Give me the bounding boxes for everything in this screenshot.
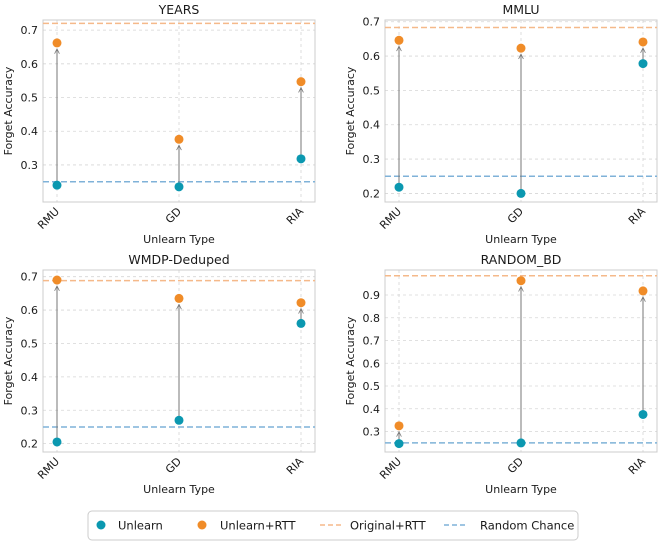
wmdp-deduped-point-unlearn-rtt-rmu [52,275,62,285]
years-xlabel: Unlearn Type [143,233,215,246]
wmdp-deduped-xtick-rmu: RMU [35,455,62,482]
mmlu-point-unlearn-rtt-ria [638,37,648,47]
random-bd-point-unlearn-rmu [394,439,404,449]
mmlu-point-unlearn-rtt-gd [516,43,526,53]
random-bd-point-unlearn-ria [638,409,648,419]
wmdp-deduped-ytick-label: 0.6 [21,304,39,317]
random-bd-ytick-label: 0.9 [363,289,381,302]
random-bd-ytick-label: 0.3 [363,426,381,439]
wmdp-deduped-point-unlearn-rmu [52,437,62,447]
years-ytick-label: 0.4 [21,125,39,138]
panel-random-bd: 0.3 0.4 0.5 0.6 0.7 0.8 0.9 RMU GD RIA RANDOM_BD Un… [344,252,658,496]
mmlu-xlabel: Unlearn Type [485,233,557,246]
panels: 0.3 0.4 0.5 0.6 0.7 RMU GD RIA YEARS Unlearn Type… [2,2,658,496]
years-title: YEARS [158,2,200,17]
random-bd-ylabel: Forget Accuracy [344,316,357,405]
mmlu-point-unlearn-rtt-rmu [394,35,404,45]
legend-unlearn-label: Unlearn [118,519,163,533]
years-ytick-label: 0.6 [21,58,39,71]
panel-mmlu: 0.2 0.3 0.4 0.5 0.6 0.7 RMU GD RIA MMLU Unlearn Ty… [344,2,658,246]
wmdp-deduped-point-unlearn-ria [296,318,306,328]
random-bd-ytick-label: 0.8 [363,312,381,325]
wmdp-deduped-ytick-label: 0.5 [21,337,39,350]
mmlu-ytick-label: 0.7 [363,16,381,29]
years-ytick-label: 0.7 [21,24,39,37]
mmlu-xtick-rmu: RMU [377,205,404,232]
wmdp-deduped-ytick-label: 0.3 [21,404,39,417]
random-bd-title: RANDOM_BD [481,252,562,267]
random-bd-point-unlearn-gd [516,438,526,448]
mmlu-ytick-label: 0.2 [363,187,381,200]
wmdp-deduped-title: WMDP-Deduped [128,252,229,267]
mmlu-point-unlearn-rmu [394,182,404,192]
random-bd-point-unlearn-rtt-rmu [394,421,404,431]
legend: Unlearn Unlearn+RTT Original+RTT Random … [87,510,579,541]
random-bd-xtick-rmu: RMU [377,455,404,482]
years-point-unlearn-rtt-rmu [52,38,62,48]
years-ytick-label: 0.5 [21,92,39,105]
wmdp-deduped-point-unlearn-rtt-ria [296,298,306,308]
mmlu-ylabel: Forget Accuracy [344,66,357,155]
years-point-unlearn-rmu [52,180,62,190]
random-bd-ytick-label: 0.6 [363,357,381,370]
mmlu-point-unlearn-gd [516,188,526,198]
wmdp-deduped-ytick-label: 0.4 [21,371,39,384]
years-xtick-rmu: RMU [35,205,62,232]
panel-wmdp-deduped: 0.2 0.3 0.4 0.5 0.6 0.7 RMU GD RIA WMDP-Deduped Un… [2,252,316,496]
random-bd-ytick-label: 0.5 [363,380,381,393]
legend-unlearn-rtt-marker [197,520,207,530]
years-ylabel: Forget Accuracy [2,66,15,155]
random-bd-point-unlearn-rtt-ria [638,286,648,296]
wmdp-deduped-xlabel: Unlearn Type [143,483,215,496]
years-point-unlearn-rtt-gd [174,134,184,144]
years-ytick-label: 0.3 [21,159,39,172]
mmlu-point-unlearn-ria [638,59,648,69]
legend-original-rtt-label: Original+RTT [350,519,427,533]
wmdp-deduped-point-unlearn-gd [174,415,184,425]
mmlu-axes-frame [384,19,658,203]
mmlu-ytick-label: 0.5 [363,84,381,97]
random-bd-axes-frame [384,269,658,453]
random-bd-xlabel: Unlearn Type [485,483,557,496]
wmdp-deduped-axes-frame [42,269,316,453]
mmlu-xtick-ria: RIA [626,205,649,228]
panel-years: 0.3 0.4 0.5 0.6 0.7 RMU GD RIA YEARS Unlearn Type… [2,2,316,246]
years-xtick-ria: RIA [284,205,307,228]
years-axes-frame [42,19,316,203]
random-bd-xtick-gd: GD [505,455,526,476]
wmdp-deduped-xtick-gd: GD [163,455,184,476]
wmdp-deduped-point-unlearn-rtt-gd [174,293,184,303]
wmdp-deduped-xtick-ria: RIA [284,455,307,478]
wmdp-deduped-ytick-label: 0.2 [21,438,39,451]
years-xtick-gd: GD [163,205,184,226]
mmlu-title: MMLU [502,2,539,17]
wmdp-deduped-ylabel: Forget Accuracy [2,316,15,405]
wmdp-deduped-ytick-label: 0.7 [21,271,39,284]
random-bd-xtick-ria: RIA [626,455,649,478]
random-bd-ytick-label: 0.7 [363,335,381,348]
random-bd-point-unlearn-rtt-gd [516,276,526,286]
random-bd-ytick-label: 0.4 [363,403,381,416]
mmlu-ytick-label: 0.6 [363,50,381,63]
years-point-unlearn-gd [174,182,184,192]
years-point-unlearn-ria [296,154,306,164]
mmlu-ytick-label: 0.3 [363,153,381,166]
legend-unlearn-rtt-label: Unlearn+RTT [220,519,296,533]
years-point-unlearn-rtt-ria [296,77,306,87]
mmlu-ytick-label: 0.4 [363,119,381,132]
mmlu-xtick-gd: GD [505,205,526,226]
legend-random-chance-label: Random Chance [480,519,574,533]
legend-unlearn-marker [96,520,106,530]
